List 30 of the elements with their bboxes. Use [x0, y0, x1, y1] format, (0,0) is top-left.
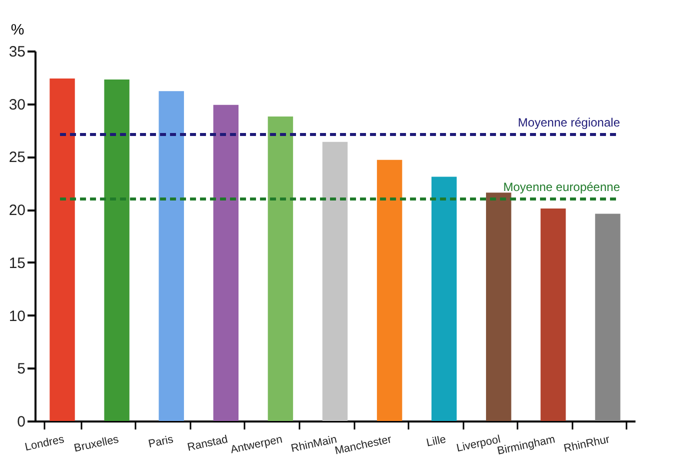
bar	[376, 160, 402, 421]
x-tick-label: Londres	[24, 433, 66, 454]
x-tick-label: Lille	[425, 434, 448, 450]
x-tick-label: RhinRhur	[562, 433, 612, 455]
y-tick-label: 5	[17, 360, 26, 378]
y-tick-label: 30	[8, 96, 26, 114]
bar	[322, 142, 348, 421]
bar	[540, 208, 566, 421]
bar	[268, 116, 294, 421]
bar	[486, 192, 512, 421]
x-tick-label: Ranstad	[186, 434, 229, 454]
y-axis-title: %	[10, 22, 24, 38]
bar	[595, 214, 620, 421]
y-tick-label: 15	[8, 254, 26, 272]
x-tick-label: Paris	[147, 433, 175, 450]
bar	[158, 91, 184, 421]
ref-line-label: Moyenne régionale	[518, 116, 620, 130]
y-tick-label: 35	[8, 44, 26, 60]
x-tick-label: Antwerpen	[230, 434, 284, 456]
ref-line-label: Moyenne européenne	[503, 180, 620, 194]
y-tick-label: 20	[8, 202, 26, 220]
y-tick-label: 10	[8, 308, 26, 325]
bar	[104, 80, 130, 421]
bar	[431, 176, 457, 421]
y-tick-label: 0	[17, 414, 26, 430]
y-tick-label: 25	[8, 149, 26, 166]
x-tick-label: Bruxelles	[73, 433, 120, 455]
x-tick-label: Manchester	[334, 433, 393, 458]
bar	[50, 78, 75, 421]
bar	[213, 104, 239, 421]
